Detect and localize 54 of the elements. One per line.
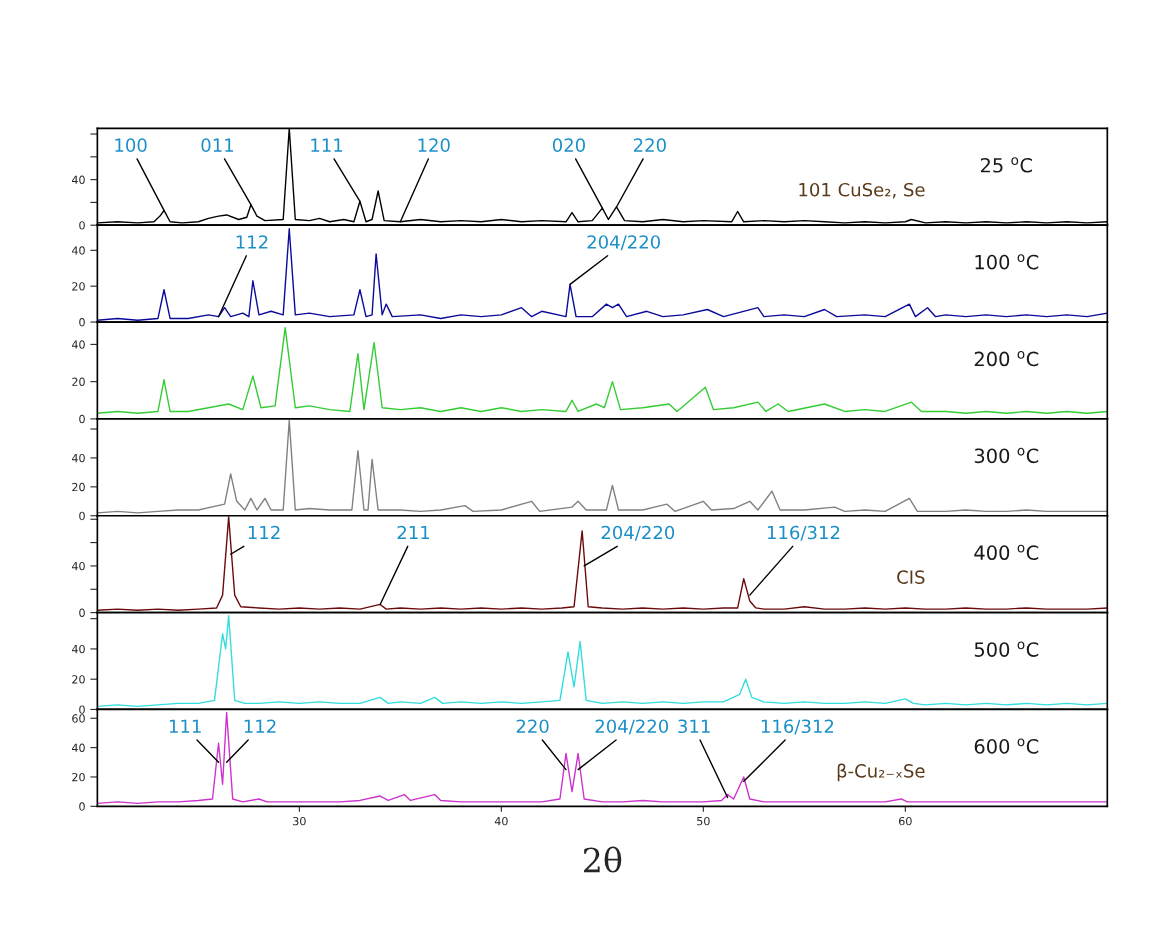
x-tick-label: 60 [899, 816, 912, 826]
annotation: 220 [516, 719, 549, 734]
x-tick-label: 30 [293, 816, 306, 826]
y-tick-label: 60 [72, 714, 85, 723]
text: 100 $^{o}$C [975, 254, 1039, 270]
y-tick-label: 20 [72, 675, 85, 684]
annotation: 204/220 [587, 235, 660, 251]
text: 25 $^{o}$C [980, 157, 1032, 173]
y-tick-label: 40 [71, 453, 85, 463]
annotation: 120 [418, 138, 450, 152]
annotation: 211 [397, 525, 430, 540]
annotation: 204/220 [601, 525, 675, 541]
annotation: 204/220 [595, 719, 669, 735]
y-tick-label: 20 [72, 377, 85, 387]
y-tick-label: 40 [71, 246, 85, 255]
line-series [97, 326, 1108, 415]
annotation: β-Cu₂₋ₓSe [837, 763, 925, 782]
x-tick-label: 50 [697, 816, 710, 826]
text: 101 CuSe₂, Se [799, 182, 925, 199]
annotation: 100 [115, 138, 147, 152]
y-tick-label: 20 [72, 482, 85, 492]
annotation: 116/312 [767, 525, 840, 541]
annotation: 311 [678, 719, 710, 734]
text: 300 $^{o}$C [974, 447, 1039, 464]
annotation: 116/312 [761, 719, 834, 735]
y-tick-label: 40 [71, 340, 85, 349]
y-tick-label: 0 [79, 511, 85, 521]
y-tick-label: 0 [79, 802, 85, 811]
y-tick-label: 0 [79, 318, 85, 327]
annotation: 111 [169, 719, 201, 733]
x-tick-label: 40 [494, 816, 508, 826]
y-tick-label: 20 [72, 772, 85, 782]
y-tick-label: 0 [79, 414, 85, 424]
y-tick-label: 0 [79, 221, 85, 230]
y-tick-label: 20 [72, 282, 85, 291]
annotation: 011 [201, 138, 234, 152]
text: 200 $^{o}$C [974, 350, 1039, 367]
y-tick-label: 0 [79, 705, 85, 714]
annotation: 112 [248, 525, 280, 540]
annotation: 111 [311, 138, 343, 152]
annotation: 020 [552, 138, 585, 152]
text: 400 $^{o}$C [974, 544, 1039, 561]
text: 500 $^{o}$C [974, 641, 1039, 657]
annotation: 220 [633, 138, 666, 152]
annotation: 112 [236, 235, 268, 249]
y-tick-label: 0 [79, 608, 85, 617]
annotation: 112 [244, 719, 276, 733]
y-tick-label: 40 [71, 175, 85, 184]
y-tick-label: 40 [71, 561, 85, 571]
x-axis-title: 2θ [583, 846, 622, 873]
annotation: CIS [897, 570, 925, 584]
y-tick-label: 40 [71, 644, 85, 654]
text: 600 $^{o}$C [974, 738, 1039, 754]
y-tick-label: 40 [71, 743, 85, 752]
